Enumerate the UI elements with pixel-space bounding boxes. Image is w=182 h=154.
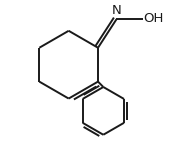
Text: N: N (112, 4, 121, 17)
Text: OH: OH (143, 12, 163, 24)
